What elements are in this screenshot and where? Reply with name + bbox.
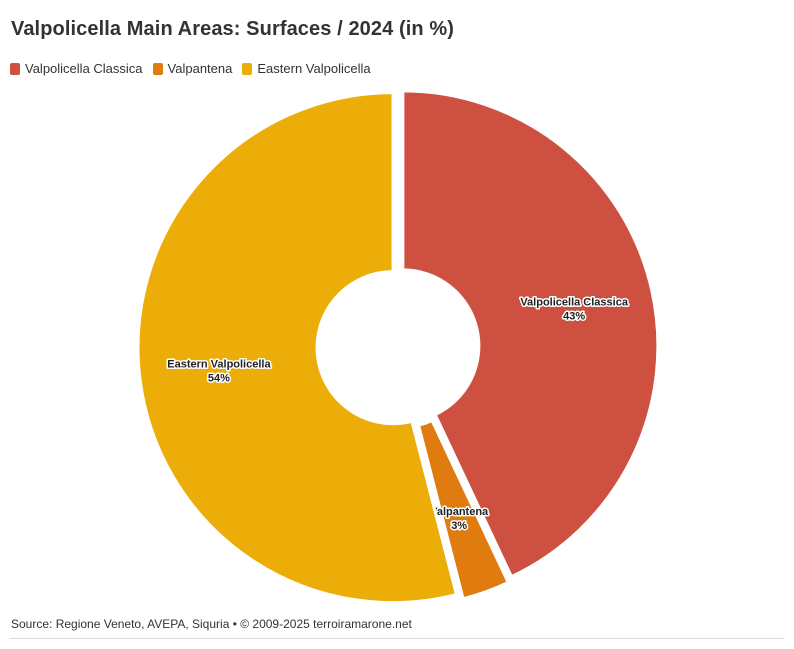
footer-divider (10, 638, 784, 639)
legend: Valpolicella Classica Valpantena Eastern… (10, 61, 371, 76)
slice-valpantena[interactable] (417, 418, 510, 601)
slice-label-valpantena: Valpantena (430, 506, 489, 518)
legend-label-eastern-valpolicella: Eastern Valpolicella (257, 61, 371, 76)
legend-item-eastern-valpolicella[interactable]: Eastern Valpolicella (242, 61, 371, 76)
legend-swatch-eastern-valpolicella (242, 62, 253, 75)
legend-item-valpolicella-classica[interactable]: Valpolicella Classica (10, 61, 143, 76)
legend-swatch-valpantena (152, 62, 163, 75)
source-note: Source: Regione Veneto, AVEPA, Siquria •… (11, 617, 412, 631)
slice-value-valpantena: 3% (451, 520, 467, 532)
legend-label-valpantena: Valpantena (167, 61, 233, 76)
legend-swatch-valpolicella-classica (10, 62, 20, 75)
slice-value-eastern-valpolicella: 54% (208, 373, 230, 385)
slice-label-eastern-valpolicella: Eastern Valpolicella (167, 359, 271, 371)
slice-value-valpolicella-classica: 43% (563, 311, 585, 323)
slice-eastern-valpolicella[interactable] (136, 91, 458, 605)
legend-item-valpantena[interactable]: Valpantena (152, 61, 233, 76)
slice-valpolicella-classica[interactable] (401, 89, 660, 579)
chart-title: Valpolicella Main Areas: Surfaces / 2024… (11, 18, 455, 40)
slice-label-valpolicella-classica: Valpolicella Classica (520, 297, 629, 309)
legend-label-valpolicella-classica: Valpolicella Classica (25, 61, 143, 76)
